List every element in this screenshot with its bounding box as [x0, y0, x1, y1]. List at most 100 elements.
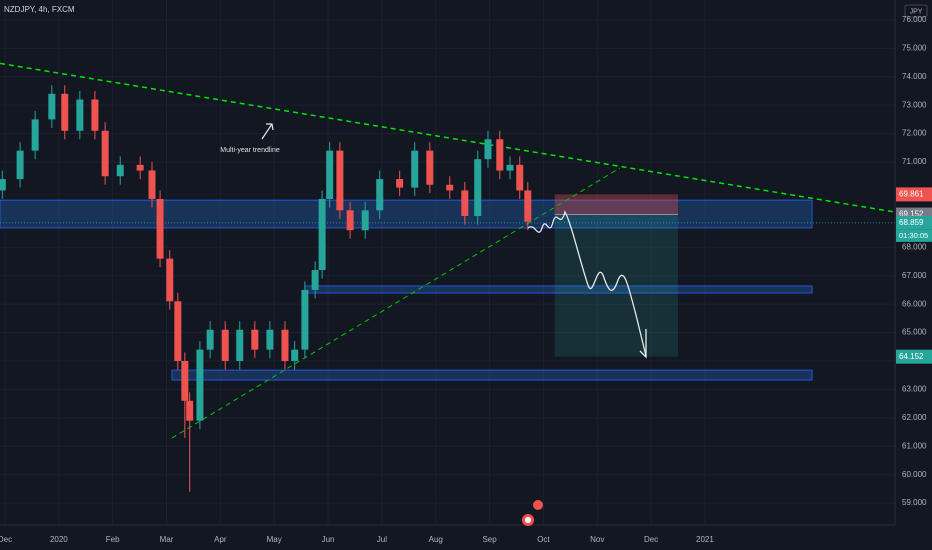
candle-body [181, 360, 189, 401]
x-tick-label: May [267, 535, 282, 544]
trendline [0, 62, 896, 213]
candle-body [426, 150, 434, 185]
target-label-bg [896, 349, 932, 364]
candle-body [361, 210, 369, 231]
candle-body [236, 329, 244, 361]
x-tick-label: Aug [429, 535, 443, 544]
candle-body [48, 93, 56, 120]
candle-body [318, 198, 326, 271]
candle-body [281, 329, 289, 361]
x-tick-label: Jul [377, 535, 387, 544]
zone [171, 369, 813, 381]
y-tick-label: 72.000 [902, 129, 927, 138]
candle-body [221, 329, 229, 361]
axes: 59.00060.00061.00062.00063.00064.00065.0… [0, 15, 932, 544]
y-tick-label: 67.000 [902, 271, 927, 280]
candle-body [396, 179, 404, 188]
y-tick-label: 75.000 [902, 43, 927, 52]
countdown: 01:30:05 [899, 231, 928, 240]
x-tick-label: Nov [590, 535, 604, 544]
candle-body [461, 190, 469, 217]
projection-arrowhead [639, 329, 647, 359]
currency: JPY [910, 8, 923, 15]
zone [0, 199, 813, 229]
y-tick-label: 63.000 [902, 385, 927, 394]
candle-body [116, 164, 124, 177]
candle-body [474, 159, 482, 217]
y-tick-label: 68.000 [902, 242, 927, 251]
y-tick-label: 76.000 [902, 15, 927, 24]
candle-body [346, 210, 354, 231]
candle-body [186, 400, 194, 421]
candle-body [266, 329, 274, 350]
countdown-bg [896, 229, 932, 242]
y-tick-label: 65.000 [902, 328, 927, 337]
x-tick-label: 2021 [696, 535, 714, 544]
candle-body [136, 164, 144, 171]
candle-body [0, 179, 6, 191]
x-tick-label: Mar [160, 535, 174, 544]
grid [0, 0, 895, 525]
x-tick-label: Feb [106, 535, 120, 544]
candle-body [336, 150, 344, 211]
candle-body [166, 258, 174, 302]
candle-body [291, 349, 299, 361]
y-tick-label: 73.000 [902, 100, 927, 109]
candle-body [506, 164, 514, 171]
entry-label: 69.152 [899, 210, 924, 219]
trendline [171, 167, 621, 439]
candle-body [446, 184, 454, 191]
y-tick-label: 71.000 [902, 157, 927, 166]
candle-body [196, 349, 204, 421]
y-tick-label: 59.000 [902, 498, 927, 507]
x-tick-label: Dec [0, 535, 12, 544]
candle-body [156, 198, 164, 259]
logo-icon [525, 517, 531, 523]
y-tick-label: 66.000 [902, 299, 927, 308]
stop-label-bg [896, 187, 932, 202]
candle-body [174, 301, 182, 361]
candle-body [61, 93, 69, 131]
candle-body [76, 99, 84, 131]
candle-body [16, 150, 24, 180]
stop-label: 69.861 [899, 190, 924, 199]
plot [0, 62, 896, 492]
candle-body [524, 190, 532, 222]
candle-body [206, 329, 214, 350]
stop-zone [554, 194, 679, 215]
candle-body [148, 170, 156, 199]
candle-body [484, 139, 492, 160]
candle-body [516, 164, 524, 191]
candle-body [326, 150, 334, 199]
candle-body [411, 150, 419, 188]
candle-body [496, 139, 504, 171]
y-tick-label: 61.000 [902, 441, 927, 450]
y-tick-label: 74.000 [902, 72, 927, 81]
x-tick-label: Oct [537, 535, 550, 544]
candle-body [311, 270, 319, 290]
x-tick-label: Dec [644, 535, 658, 544]
x-tick-label: Sep [482, 535, 497, 544]
projection-path [527, 210, 647, 357]
candle-body [376, 179, 384, 211]
candle-body [101, 130, 109, 177]
target-label: 64.152 [899, 352, 924, 361]
x-tick-label: Jun [322, 535, 335, 544]
candle-body [301, 289, 309, 350]
candle-body [91, 99, 99, 131]
logo-icon [533, 500, 543, 510]
x-tick-label: 2020 [50, 535, 68, 544]
chart-title: NZDJPY, 4h, FXCM [4, 5, 75, 14]
y-tick-label: 62.000 [902, 413, 927, 422]
last-label: 68.859 [899, 218, 924, 227]
price-axis-bg [895, 0, 932, 550]
annotation: Multi-year trendline [220, 147, 280, 154]
currency-box [904, 4, 928, 18]
y-tick-label: 60.000 [902, 470, 927, 479]
candle-body [31, 119, 39, 151]
candle-body [251, 329, 259, 350]
last-label-bg [896, 215, 932, 230]
